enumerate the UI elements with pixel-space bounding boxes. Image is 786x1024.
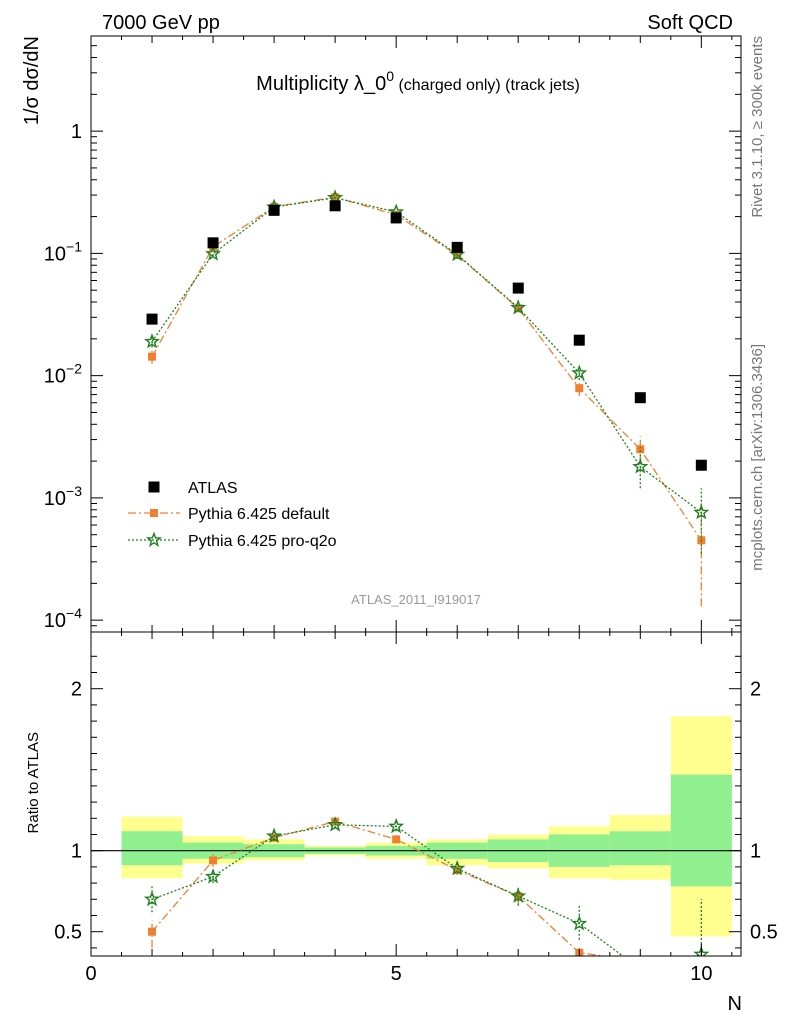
point-default (148, 927, 157, 936)
point-atlas (573, 334, 585, 346)
band-green (670, 774, 732, 887)
rivet-label: Rivet 3.1.10, ≥ 300k events (749, 36, 766, 218)
point-proq2o (388, 817, 405, 834)
legend: ATLAS Pythia 6.425 default Pythia 6.425 pr… (128, 480, 337, 550)
ratio-ytick-label-left: 2 (71, 679, 82, 701)
point-atlas (390, 212, 402, 224)
ratio-ytick-label-right: 1 (750, 841, 761, 863)
point-proq2o (266, 827, 283, 844)
legend-marker-proq2o (145, 531, 163, 547)
ratio-ytick-label-right: 2 (750, 679, 761, 701)
point-proq2o (449, 859, 466, 876)
main-ytick-label: 1 (71, 121, 82, 143)
point-default (148, 352, 157, 361)
ratio-ytick-label-left: 1 (71, 841, 82, 863)
point-atlas (634, 392, 646, 404)
point-default (270, 833, 279, 842)
ratio-xlabel: N (728, 993, 742, 1015)
ratio-ytick-label-left: 0.5 (54, 922, 82, 944)
main-ytick-label: 10−1 (44, 238, 82, 265)
point-proq2o (510, 299, 527, 315)
point-default (636, 445, 645, 454)
xtick-label: 10 (690, 963, 712, 985)
point-atlas (268, 204, 280, 216)
xtick-label: 5 (391, 963, 402, 985)
ratio-ytick-label-right: 0.5 (750, 922, 778, 944)
series-line-proq2o (151, 197, 702, 514)
main-ylabel: 1/σ dσ/dN (21, 36, 43, 125)
legend-label-atlas: ATLAS (188, 480, 238, 497)
band-green (609, 831, 671, 866)
header-left: 7000 GeV pp (102, 12, 220, 34)
legend-label-proq2o: Pythia 6.425 pro-q2o (188, 533, 337, 550)
ratio-ylabel: Ratio to ATLAS (25, 732, 42, 833)
series-line-proq2o (151, 824, 702, 956)
point-proq2o (510, 887, 527, 903)
legend-marker-default (150, 509, 158, 517)
point-proq2o (571, 915, 588, 931)
point-default (453, 866, 462, 875)
ratio-bands (91, 716, 741, 937)
main-plot-series (144, 189, 710, 607)
ratio-frame (90, 631, 742, 957)
main-ytick-label: 10−4 (44, 605, 82, 632)
point-atlas (329, 200, 341, 212)
point-atlas (512, 282, 524, 294)
band-green (121, 831, 183, 866)
point-atlas (207, 237, 219, 249)
point-atlas (695, 459, 707, 471)
point-default (392, 835, 401, 844)
mcplots-label: mcplots.cern.ch [arXiv:1306.3436] (749, 344, 766, 571)
plot-frames: 10−410−310−210−110 5 100.5 0.51 12 2 (44, 35, 778, 985)
analysis-watermark: ATLAS_2011_I919017 (351, 592, 481, 607)
legend-label-default: Pythia 6.425 default (188, 506, 330, 523)
point-proq2o (205, 245, 222, 261)
header-right: Soft QCD (647, 12, 733, 34)
main-ytick-label: 10−3 (44, 483, 82, 510)
main-title: Multiplicity λ_00 (charged only) (track … (256, 68, 580, 95)
point-proq2o (571, 364, 588, 380)
point-default (209, 856, 218, 865)
main-ytick-label: 10−2 (44, 361, 82, 388)
point-atlas (146, 313, 158, 325)
point-proq2o (326, 816, 344, 832)
point-default (575, 384, 584, 393)
legend-marker-atlas (148, 481, 160, 493)
point-atlas (451, 241, 463, 253)
point-proq2o (205, 868, 222, 884)
point-proq2o (693, 503, 710, 520)
xtick-label: 0 (85, 963, 96, 985)
point-proq2o (693, 945, 710, 956)
point-proq2o (144, 890, 161, 907)
point-default (331, 817, 340, 826)
point-proq2o (144, 333, 161, 349)
point-proq2o (632, 458, 649, 474)
series-line-default (151, 196, 702, 541)
